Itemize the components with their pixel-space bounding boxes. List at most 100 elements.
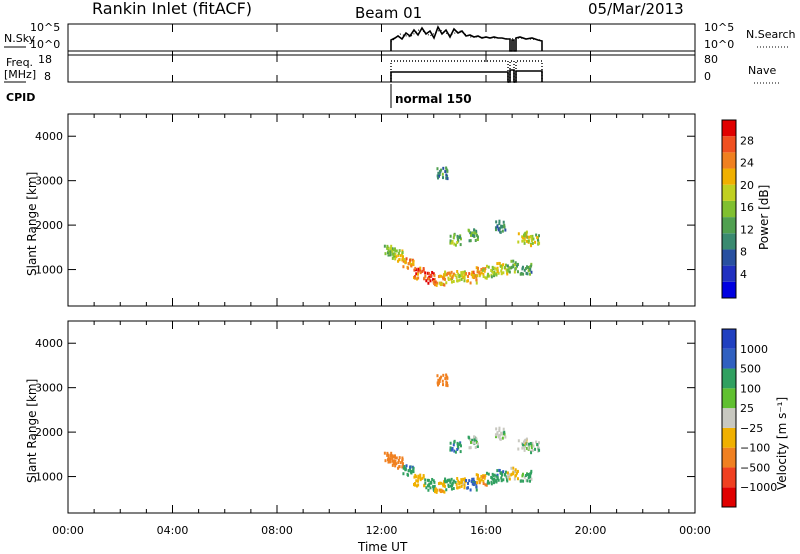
velocity-echo-cell — [502, 470, 505, 474]
velocity-echo-cell — [491, 472, 494, 476]
velocity-echo-cell — [486, 481, 489, 485]
power-echo-cell — [497, 228, 500, 232]
velocity-colorbar-swatch — [722, 427, 736, 448]
power-echo-cell — [500, 272, 503, 276]
velocity-echo-cell — [456, 447, 459, 451]
nave-tick-bottom: 0 — [704, 70, 711, 83]
velocity-echo-cell — [454, 450, 457, 454]
power-echo-cell — [473, 228, 476, 232]
velocity-echo-cell — [445, 488, 448, 492]
power-echo-cell — [482, 272, 485, 276]
velocity-echo-cell — [471, 482, 474, 486]
velocity-echo-cell — [393, 461, 396, 465]
power-echo-cell — [486, 274, 489, 278]
power-echo-cell — [510, 259, 513, 263]
velocity-echo-cell — [422, 475, 425, 479]
freq-label-2: [MHz] — [4, 68, 36, 81]
y-tick-label: 3000 — [35, 175, 63, 188]
velocity-echo-cell — [448, 478, 451, 482]
power-echo-cell — [478, 271, 481, 275]
power-echo-cell — [536, 238, 539, 242]
velocity-echo-cell — [488, 481, 491, 485]
velocity-echo-cell — [477, 473, 480, 477]
power-echo-cell — [458, 274, 461, 278]
velocity-echo-cell — [446, 478, 449, 482]
velocity-echo-cell — [421, 476, 424, 480]
velocity-echo-cell — [523, 445, 526, 449]
beam-label: Beam 01 — [355, 4, 422, 22]
power-echo-cell — [470, 231, 473, 235]
power-echo-cell — [527, 269, 530, 273]
velocity-echo-cell — [482, 481, 485, 485]
velocity-echo-cell — [522, 440, 525, 444]
power-echo-cell — [386, 246, 389, 250]
power-echo-cell — [513, 270, 516, 274]
power-echo-cell — [447, 276, 450, 280]
velocity-echo-cell — [431, 477, 434, 481]
power-echo-cell — [484, 276, 487, 280]
velocity-echo-cell — [536, 445, 539, 449]
power-colorbar-swatch — [722, 152, 736, 169]
power-echo-cell — [491, 265, 494, 269]
power-echo-cell — [477, 266, 480, 270]
velocity-echo-cell — [438, 377, 441, 381]
velocity-echo-cell — [462, 483, 465, 487]
velocity-echo-cell — [471, 441, 474, 445]
power-echo-cell — [393, 247, 396, 251]
velocity-colorbar-swatch — [722, 467, 736, 488]
velocity-echo-cell — [433, 490, 436, 494]
power-echo-cell — [383, 244, 386, 248]
velocity-echo-cell — [537, 441, 540, 445]
velocity-echo-cell — [526, 442, 529, 446]
velocity-echo-cell — [419, 473, 422, 477]
power-echo-cell — [463, 270, 466, 274]
velocity-echo-cell — [470, 438, 473, 442]
velocity-echo-cell — [512, 470, 515, 474]
power-echo-cell — [467, 274, 470, 278]
velocity-echo-cell — [412, 470, 415, 474]
power-echo-cell — [491, 270, 494, 274]
power-echo-cell — [502, 263, 505, 267]
power-echo-cell — [419, 271, 422, 275]
power-echo-cell — [468, 272, 471, 276]
power-echo-cell — [401, 255, 404, 259]
velocity-echo-cell — [473, 441, 476, 445]
power-echo-cell — [527, 239, 530, 243]
power-echo-cell — [389, 253, 392, 257]
velocity-echo-cell — [383, 451, 386, 455]
power-echo-cell — [530, 264, 533, 268]
velocity-echo-cell — [450, 448, 453, 452]
power-echo-cell — [522, 236, 525, 240]
power-echo-cell — [521, 267, 524, 271]
power-panel — [67, 113, 696, 307]
power-echo-cell — [475, 278, 478, 282]
power-echo-cell — [413, 268, 416, 272]
power-echo-cell — [472, 270, 475, 274]
power-echo-cell — [529, 267, 532, 271]
velocity-echo-cell — [449, 480, 452, 484]
power-echo-cell — [446, 271, 449, 275]
power-echo-cell — [384, 252, 387, 256]
power-echoes — [383, 166, 541, 287]
velocity-echo-cell — [451, 481, 454, 485]
power-echo-cell — [485, 264, 488, 268]
velocity-echo-cell — [449, 448, 452, 452]
power-echo-cell — [498, 222, 501, 226]
power-echo-cell — [444, 170, 447, 174]
power-ylabel: Slant Range [km] — [25, 172, 39, 276]
power-echo-cell — [501, 266, 504, 270]
power-echo-cell — [506, 264, 509, 268]
velocity-echo-cell — [503, 432, 506, 436]
power-colorbar-swatch — [722, 168, 736, 185]
y-tick-label: 3000 — [35, 382, 63, 395]
power-echo-cell — [386, 251, 389, 255]
power-echo-cell — [449, 234, 452, 238]
power-echo-cell — [463, 276, 466, 280]
velocity-colorbar-swatch — [722, 329, 736, 349]
power-echo-cell — [496, 269, 499, 273]
velocity-echo-cell — [500, 479, 503, 483]
velocity-colorbar-tick: −1000 — [740, 481, 777, 494]
velocity-echo-cell — [441, 489, 444, 493]
power-echo-cell — [480, 267, 483, 271]
